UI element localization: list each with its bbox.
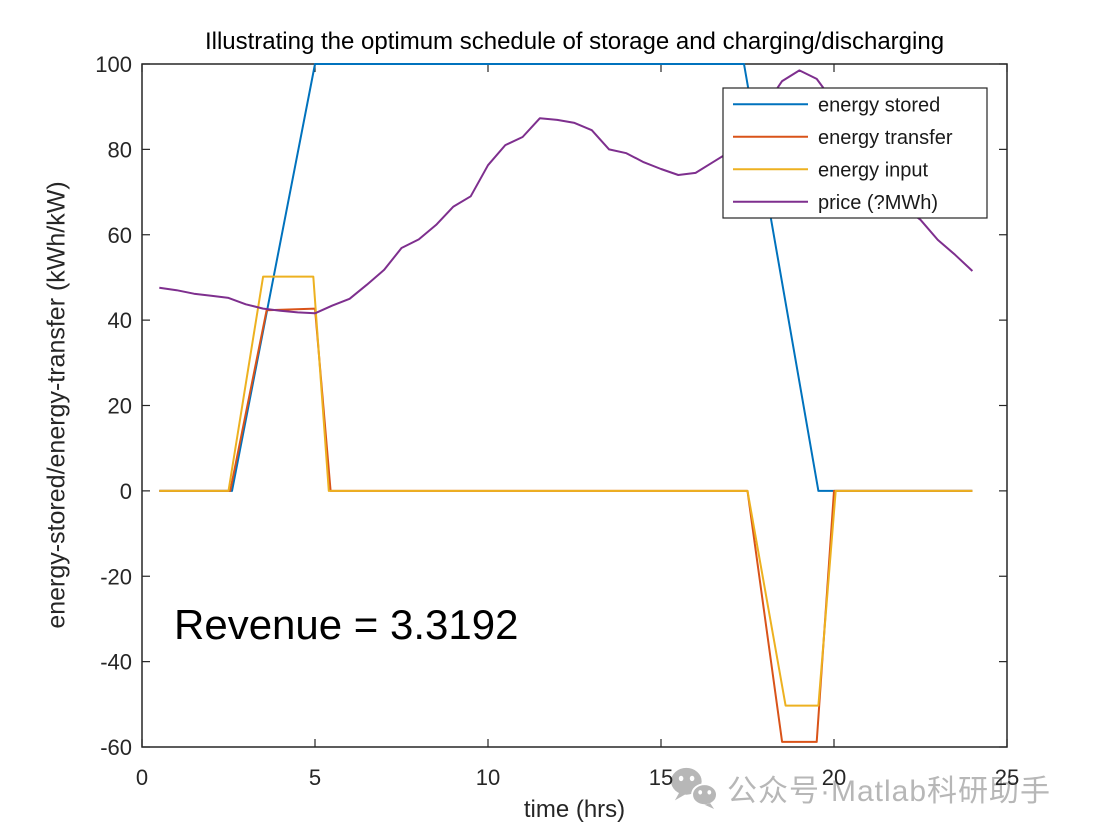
x-tick-label: 0: [136, 765, 148, 790]
x-tick-label: 25: [995, 765, 1019, 790]
watermark-text: 公众号·Matlab科研助手: [727, 775, 1052, 808]
y-tick-label: 0: [120, 479, 132, 504]
revenue-annotation: Revenue = 3.3192: [174, 601, 519, 648]
y-axis-label: energy-stored/energy-transfer (kWh/kW): [42, 181, 71, 629]
x-tick-label: 20: [822, 765, 846, 790]
legend-item-label: energy transfer: [818, 127, 953, 149]
y-tick-label: 60: [108, 223, 132, 248]
y-tick-label: -20: [100, 564, 132, 589]
wechat-icon: [671, 767, 718, 810]
x-tick-label: 5: [309, 765, 321, 790]
y-tick-label: 20: [108, 394, 132, 419]
x-tick-label: 15: [649, 765, 673, 790]
x-axis-label: time (hrs): [523, 796, 626, 823]
legend-item-label: energy stored: [818, 94, 940, 116]
legend-item-label: price (?MWh): [818, 192, 938, 214]
y-tick-label: 40: [108, 308, 132, 333]
y-tick-label: -60: [100, 735, 132, 760]
x-tick-label: 10: [476, 765, 500, 790]
legend-box: [722, 87, 988, 219]
y-tick-label: 100: [95, 52, 132, 77]
series-line-energy-transfer: [159, 307, 973, 743]
y-tick-label: -40: [100, 650, 132, 675]
legend-item-label: energy input: [818, 159, 929, 181]
y-tick-label: 80: [108, 137, 132, 162]
chart-title: Illustrating the optimum schedule of sto…: [204, 28, 945, 55]
series-line-energy-input: [159, 275, 973, 707]
watermark: 公众号·Matlab科研助手: [670, 766, 1051, 810]
